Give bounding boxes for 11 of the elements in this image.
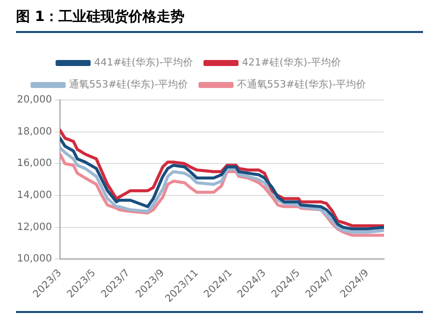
y-tick-label: 16,000 [16, 158, 52, 170]
y-tick-label: 20,000 [16, 94, 52, 106]
y-tick-label: 12,000 [16, 222, 52, 233]
y-tick-label: 18,000 [16, 126, 52, 138]
legend-label: 441#硅(华东)-平均价 [94, 56, 194, 69]
y-tick-label: 14,000 [16, 190, 52, 202]
legend-label: 通氧553#硅(华东)-平均价 [69, 78, 188, 91]
legend-label: 不通氧553#硅(华东)-平均价 [237, 78, 366, 91]
legend-label: 421#硅(华东)-平均价 [242, 56, 341, 69]
y-tick-label: 10,000 [16, 254, 52, 265]
chart-title: 图 1：工业硅现货价格走势 [16, 8, 185, 26]
